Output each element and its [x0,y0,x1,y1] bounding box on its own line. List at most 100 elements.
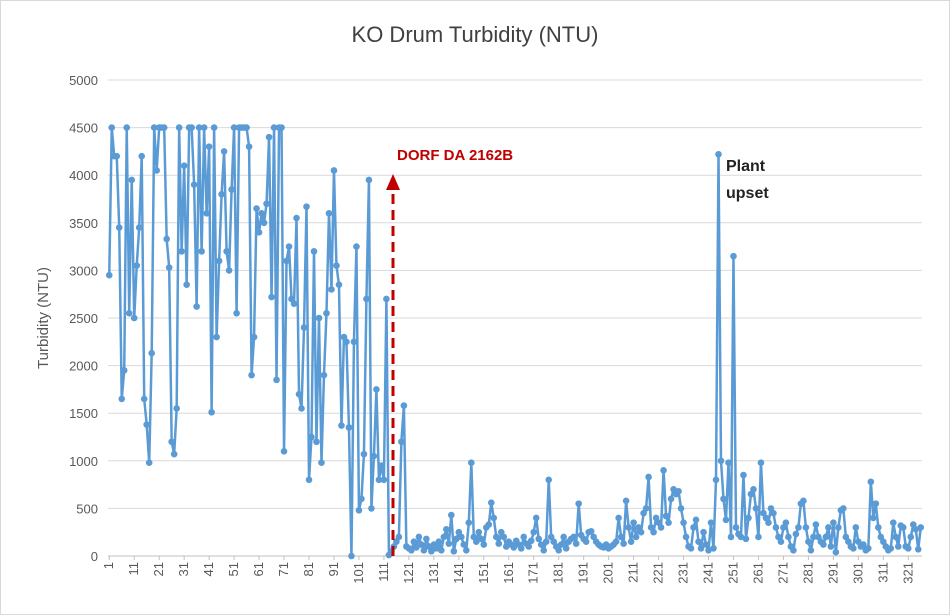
data-point [320,371,328,379]
data-point [562,545,570,552]
data-point [423,535,430,543]
data-point [148,349,155,357]
data-point [263,200,270,208]
y-tick-label: 1000 [69,454,98,469]
x-tick-label: 231 [676,562,691,584]
data-point [825,524,832,531]
data-point [410,538,418,546]
data-point [914,546,922,553]
data-point [865,545,872,552]
data-point [433,545,440,552]
x-tick-label: 101 [351,562,366,584]
data-point [163,235,170,243]
data-point [295,390,303,398]
data-point [617,533,625,541]
x-tick-label: 141 [451,562,466,584]
data-point [378,462,385,469]
data-point [303,203,310,210]
x-tick-label: 81 [301,562,316,576]
data-point [812,521,820,528]
data-point [537,541,545,548]
data-point [368,505,375,512]
x-tick-label: 31 [176,562,191,576]
data-point [572,540,580,547]
x-tick-label: 211 [626,562,641,583]
data-point [737,533,745,541]
data-point [582,538,590,546]
y-tick-label: 0 [91,549,98,564]
x-tick-label: 61 [251,562,266,576]
data-point [198,248,205,255]
data-point [418,541,425,548]
data-point [690,524,697,531]
data-point [500,533,508,541]
x-tick-label: 261 [750,562,765,584]
data-point [805,538,812,546]
data-point [680,519,687,526]
data-point [772,524,780,531]
data-point [140,395,148,403]
x-tick-label: 301 [850,562,865,584]
data-point [495,540,503,547]
data-point [353,243,360,250]
data-point [894,543,902,550]
data-point [133,262,141,269]
data-point [268,293,275,301]
x-tick-label: 21 [151,562,166,576]
data-point [675,487,682,495]
data-point [348,552,355,560]
x-tick-label: 281 [800,562,815,584]
data-point [113,152,121,160]
data-point [782,519,790,526]
data-point [912,526,920,533]
x-tick-label: 51 [226,562,241,576]
data-point [365,176,373,184]
data-point [535,535,543,543]
data-point [785,533,792,541]
data-point [173,405,180,412]
data-point [742,535,750,543]
data-point [355,507,363,514]
data-point [383,295,390,303]
x-tick-label: 41 [201,562,216,576]
data-point [790,546,797,554]
data-point [892,533,900,541]
data-point [527,537,535,545]
data-point [170,450,178,458]
data-point [570,533,577,541]
data-point [722,516,730,524]
data-point [318,459,325,467]
data-point [395,533,403,541]
data-point [273,376,280,384]
data-point [225,267,233,274]
data-point [732,524,740,531]
data-point [343,338,350,346]
data-point [128,176,136,184]
data-point [872,500,880,507]
data-point [840,505,847,512]
data-point [682,533,690,541]
y-tick-label: 500 [76,501,98,516]
data-point [852,524,860,531]
data-point [707,519,715,526]
data-point [750,486,757,493]
x-tick-label: 221 [651,562,666,584]
data-point [218,190,225,198]
data-point [627,538,635,546]
y-tick-label: 1500 [69,406,98,421]
y-tick-label: 2500 [69,311,98,326]
data-point [807,546,815,554]
data-point [138,152,146,160]
data-point [907,533,915,541]
annotation: upset [726,185,769,202]
data-point [243,124,250,131]
data-point [175,124,183,131]
data-point [835,524,842,531]
data-point [183,281,190,288]
data-point [777,538,785,546]
data-point [213,333,220,341]
data-point [662,512,670,520]
data-point [215,257,223,265]
data-point [792,530,800,538]
